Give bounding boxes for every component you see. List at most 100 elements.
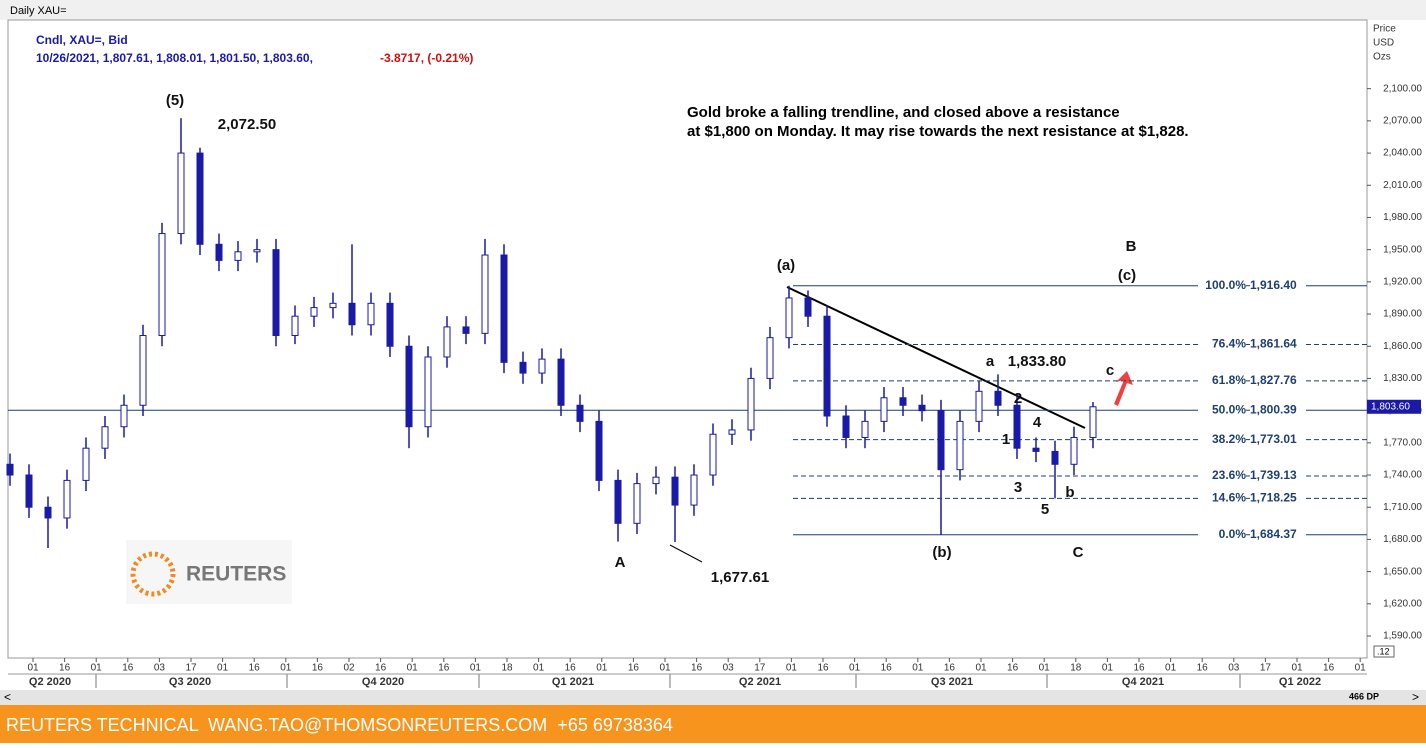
y-tick-label: 1,980.00 (1383, 212, 1422, 223)
y-tick-label: 1,920.00 (1383, 276, 1422, 287)
candle-body (101, 426, 109, 449)
candle-body (443, 326, 451, 358)
quarter-label: Q2 2021 (739, 676, 781, 688)
candle-body (196, 152, 204, 245)
candle-body (291, 315, 299, 337)
wave-label: (b) (932, 544, 951, 561)
y-tick-label: 1,770.00 (1383, 437, 1422, 448)
candle-body (424, 356, 432, 428)
quarter-label: Q4 2020 (362, 676, 404, 688)
candle-body (1013, 404, 1021, 449)
wave-label: 1 (1002, 431, 1010, 448)
candle-body (956, 420, 964, 471)
candle-body (823, 315, 831, 417)
candle-body (253, 249, 261, 253)
scroll-right[interactable]: > (1412, 690, 1419, 704)
scrollbar[interactable] (0, 690, 1426, 705)
last-price-box (1367, 399, 1421, 414)
arrow-up (1114, 371, 1133, 406)
candle-body (861, 420, 869, 438)
quarter-label: Q1 2021 (552, 676, 594, 688)
x-tick-label: 01 (280, 663, 292, 674)
x-tick-label: 01 (659, 663, 671, 674)
x-tick-label: 01 (975, 663, 987, 674)
wave-label: 1,677.61 (711, 569, 769, 586)
candle-body (766, 337, 774, 379)
candle-body (44, 506, 52, 519)
y-tick-label: 1,590.00 (1383, 631, 1422, 642)
x-tick-label: 01 (91, 663, 103, 674)
y-tick-label: 1,830.00 (1383, 373, 1422, 384)
x-tick-label: 01 (1165, 663, 1177, 674)
x-tick-label: 01 (1291, 663, 1303, 674)
candle-body (6, 463, 14, 476)
candle-body (842, 415, 850, 438)
x-tick-label: 16 (249, 663, 261, 674)
candle-body (215, 243, 223, 261)
fib-pct: 38.2% (1212, 432, 1246, 446)
candle-body (633, 483, 641, 524)
fib-value: 1,739.13 (1250, 468, 1297, 482)
x-tick-label: 02 (343, 663, 355, 674)
axis-header: Price (1373, 24, 1396, 35)
footer-text: REUTERS TECHNICAL WANG.TAO@THOMSONREUTER… (6, 715, 673, 735)
wave-label: (a) (777, 257, 795, 274)
candle-body (975, 390, 983, 422)
axis-header: USD (1373, 38, 1394, 49)
candle-body (63, 479, 71, 519)
quarter-label: Q2 2020 (29, 676, 71, 688)
candle-body (994, 390, 1002, 406)
fib-value: 1,773.01 (1250, 432, 1297, 446)
x-tick-label: 01 (596, 663, 608, 674)
candle-body (918, 404, 926, 412)
candle-body (709, 433, 717, 476)
x-tick-label: 01 (470, 663, 482, 674)
y-tick-label: 1,620.00 (1383, 598, 1422, 609)
x-tick-label: 01 (27, 663, 39, 674)
candle-body (367, 302, 375, 326)
window-title: Daily XAU= (10, 5, 67, 17)
y-tick-label: 1,860.00 (1383, 341, 1422, 352)
zoom: .12 (1377, 646, 1390, 656)
candle-body (1070, 436, 1078, 465)
logo-text: REUTERS (186, 563, 286, 586)
x-tick-label: 03 (154, 663, 166, 674)
candle-body (1032, 447, 1040, 452)
x-tick-label: 16 (944, 663, 956, 674)
candle-body (576, 404, 584, 422)
candle-body (481, 254, 489, 334)
wave-label: 4 (1033, 414, 1042, 431)
candle-body (120, 404, 128, 428)
wave-label: 5 (1041, 501, 1049, 518)
wave-label: 2 (1014, 390, 1022, 407)
x-tick-label: 16 (312, 663, 324, 674)
candle-body (785, 297, 793, 339)
candle-body (329, 302, 337, 309)
candle-body (538, 358, 546, 374)
fib-pct: 50.0% (1212, 402, 1246, 416)
candle-body (25, 474, 33, 508)
x-tick-label: 16 (817, 663, 829, 674)
candle-body (177, 152, 185, 235)
wave-label: A (615, 554, 626, 571)
candle-body (595, 420, 603, 481)
x-tick-label: 03 (723, 663, 735, 674)
x-tick-label: 01 (1039, 663, 1051, 674)
y-tick-label: 2,040.00 (1383, 148, 1422, 159)
fib-pct: 23.6% (1212, 468, 1246, 482)
x-tick-label: 01 (1102, 663, 1114, 674)
scroll-left[interactable]: < (4, 690, 11, 704)
wave-label: (c) (1118, 267, 1136, 284)
x-tick-label: 16 (1007, 663, 1019, 674)
fib-value: 1,684.37 (1250, 527, 1297, 541)
x-tick-label: 16 (691, 663, 703, 674)
candle-body (462, 326, 470, 334)
trendline (786, 286, 1086, 429)
candle-body (386, 302, 394, 347)
x-tick-label: 01 (217, 663, 229, 674)
candle-body (899, 397, 907, 406)
y-tick-label: 2,070.00 (1383, 116, 1422, 127)
candle-body (671, 476, 679, 506)
fib-pct: 76.4% (1212, 337, 1246, 351)
wave-label: c (1106, 362, 1114, 379)
